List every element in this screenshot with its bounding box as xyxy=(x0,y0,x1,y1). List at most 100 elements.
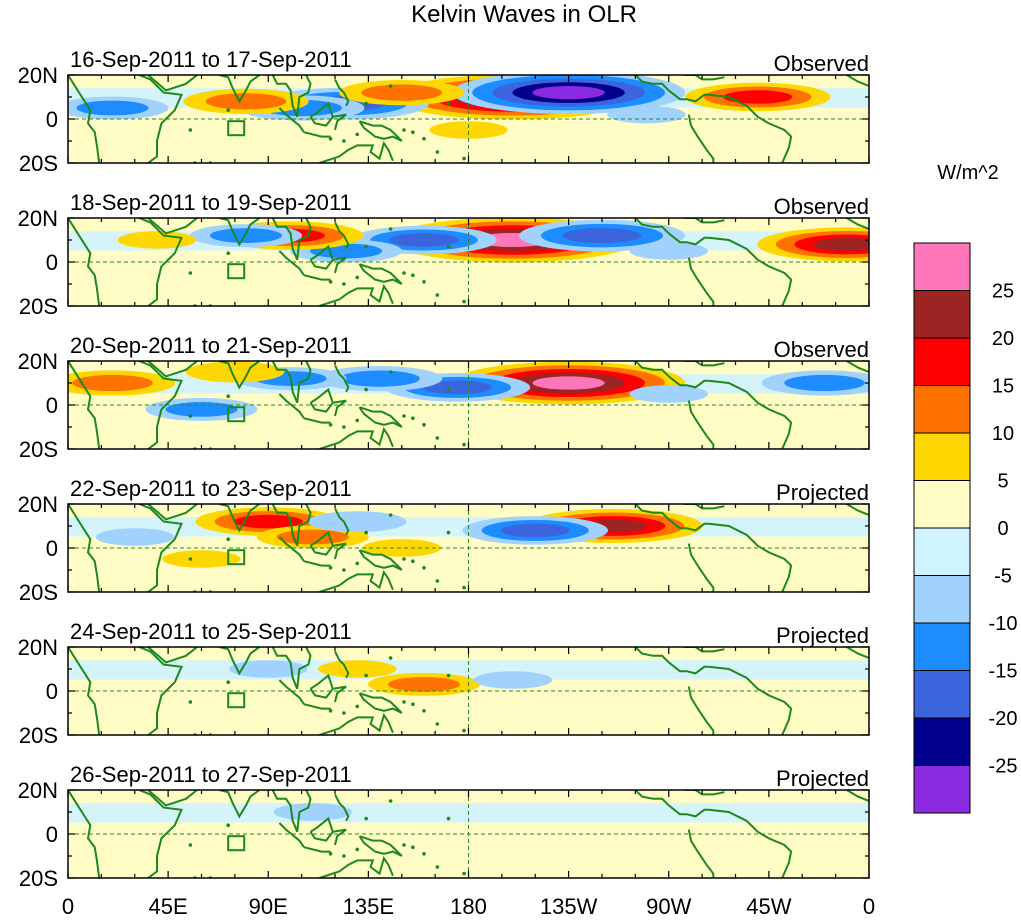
island xyxy=(411,416,415,421)
island xyxy=(411,559,415,563)
island xyxy=(342,568,346,572)
panel-1-field xyxy=(68,75,869,163)
panel-status: Observed xyxy=(774,51,869,76)
island xyxy=(402,700,406,704)
island xyxy=(411,702,415,706)
x-tick-label: 45W xyxy=(746,894,791,919)
colorbar-unit-label: W/m^2 xyxy=(937,162,999,184)
island xyxy=(388,370,393,374)
coastline xyxy=(271,790,312,833)
anomaly-cell xyxy=(117,231,197,249)
colorbar-swatch xyxy=(913,527,971,576)
anomaly-cell xyxy=(368,672,480,696)
coastline xyxy=(332,256,347,274)
anomaly-cell xyxy=(429,121,508,139)
island xyxy=(355,561,360,566)
coastline xyxy=(708,808,793,878)
coastline xyxy=(687,543,715,592)
coastline xyxy=(147,504,198,521)
region-marker xyxy=(227,835,246,852)
coastline xyxy=(219,361,260,390)
island xyxy=(188,128,193,132)
coastline xyxy=(334,364,350,393)
anomaly-cell xyxy=(761,370,869,396)
coastline xyxy=(334,221,350,250)
coastline xyxy=(147,647,198,664)
coastline xyxy=(846,218,869,230)
island xyxy=(355,275,360,280)
panel-4: 20N 0 20S 22-Sep-2011 to 23-Sep-2011 Project… xyxy=(18,476,870,605)
anomaly-contour xyxy=(784,374,865,392)
coastline xyxy=(634,361,709,389)
y-tick-label: 20N xyxy=(18,778,58,803)
coastline xyxy=(687,686,715,735)
panels: 20N 0 20S 16-Sep-2011 to 17-Sep-2011 Observe… xyxy=(18,47,870,891)
anomaly-contour xyxy=(95,528,174,546)
island xyxy=(364,816,368,821)
island xyxy=(411,845,415,849)
anomaly-contour xyxy=(72,374,153,392)
island xyxy=(328,566,333,570)
x-axis: 0 45E 90E 135E 180 135W 90W 45W 0 xyxy=(62,894,875,919)
region-marker xyxy=(227,549,246,566)
coastline xyxy=(138,361,183,449)
anomaly-contour xyxy=(422,380,492,395)
anomaly-cell xyxy=(452,75,686,114)
colorbar-swatch xyxy=(913,432,971,481)
island xyxy=(422,709,426,713)
colorbar-swatch xyxy=(913,385,971,434)
y-tick-label: 20N xyxy=(18,492,58,517)
anomaly-contour xyxy=(362,539,441,557)
coastline xyxy=(319,283,394,306)
coastline xyxy=(278,679,305,705)
coastline xyxy=(846,75,869,87)
coastline xyxy=(68,504,101,592)
coastline xyxy=(303,131,331,138)
island xyxy=(435,293,440,297)
island xyxy=(402,271,406,275)
island xyxy=(226,537,230,541)
colorbar-level-label: 5 xyxy=(997,471,1008,493)
anomaly-cell xyxy=(362,539,441,557)
island xyxy=(435,865,440,869)
island xyxy=(388,84,393,88)
x-tick-label: 180 xyxy=(450,894,487,919)
colorbar-level-label: 0 xyxy=(997,518,1008,540)
panel-5: 20N 0 20S 24-Sep-2011 to 25-Sep-2011 Project… xyxy=(18,619,870,748)
island xyxy=(388,227,393,231)
island xyxy=(355,704,360,709)
anomaly-contour xyxy=(629,385,708,403)
coastline xyxy=(684,647,725,653)
y-tick-label: 20S xyxy=(19,866,58,891)
island xyxy=(422,137,426,141)
anomaly-contour xyxy=(389,233,459,247)
x-tick-label: 45E xyxy=(149,894,188,919)
colorbar-swatch xyxy=(913,575,971,624)
island xyxy=(446,816,451,821)
island xyxy=(446,530,451,535)
region-marker xyxy=(227,263,246,280)
anomaly-contour xyxy=(165,402,238,417)
colorbar-swatch xyxy=(913,337,971,386)
y-tick-label: 0 xyxy=(46,536,58,561)
island xyxy=(328,852,333,856)
anomaly-contour xyxy=(307,511,407,532)
anomaly-cell xyxy=(339,80,465,106)
colorbar-level-label: -10 xyxy=(989,613,1018,635)
island xyxy=(446,673,451,678)
coastline xyxy=(68,361,101,449)
island xyxy=(328,280,333,284)
anomaly-cell xyxy=(68,370,176,396)
coastline xyxy=(634,790,709,818)
anomaly-contour xyxy=(429,121,508,139)
coastline xyxy=(332,685,347,703)
island xyxy=(342,139,346,143)
island xyxy=(422,423,426,427)
island xyxy=(355,132,360,137)
island xyxy=(355,418,360,423)
x-tick-label: 90E xyxy=(249,894,288,919)
coastline xyxy=(708,93,793,163)
island xyxy=(388,799,393,803)
island xyxy=(435,150,440,154)
anomaly-contour xyxy=(500,523,570,538)
